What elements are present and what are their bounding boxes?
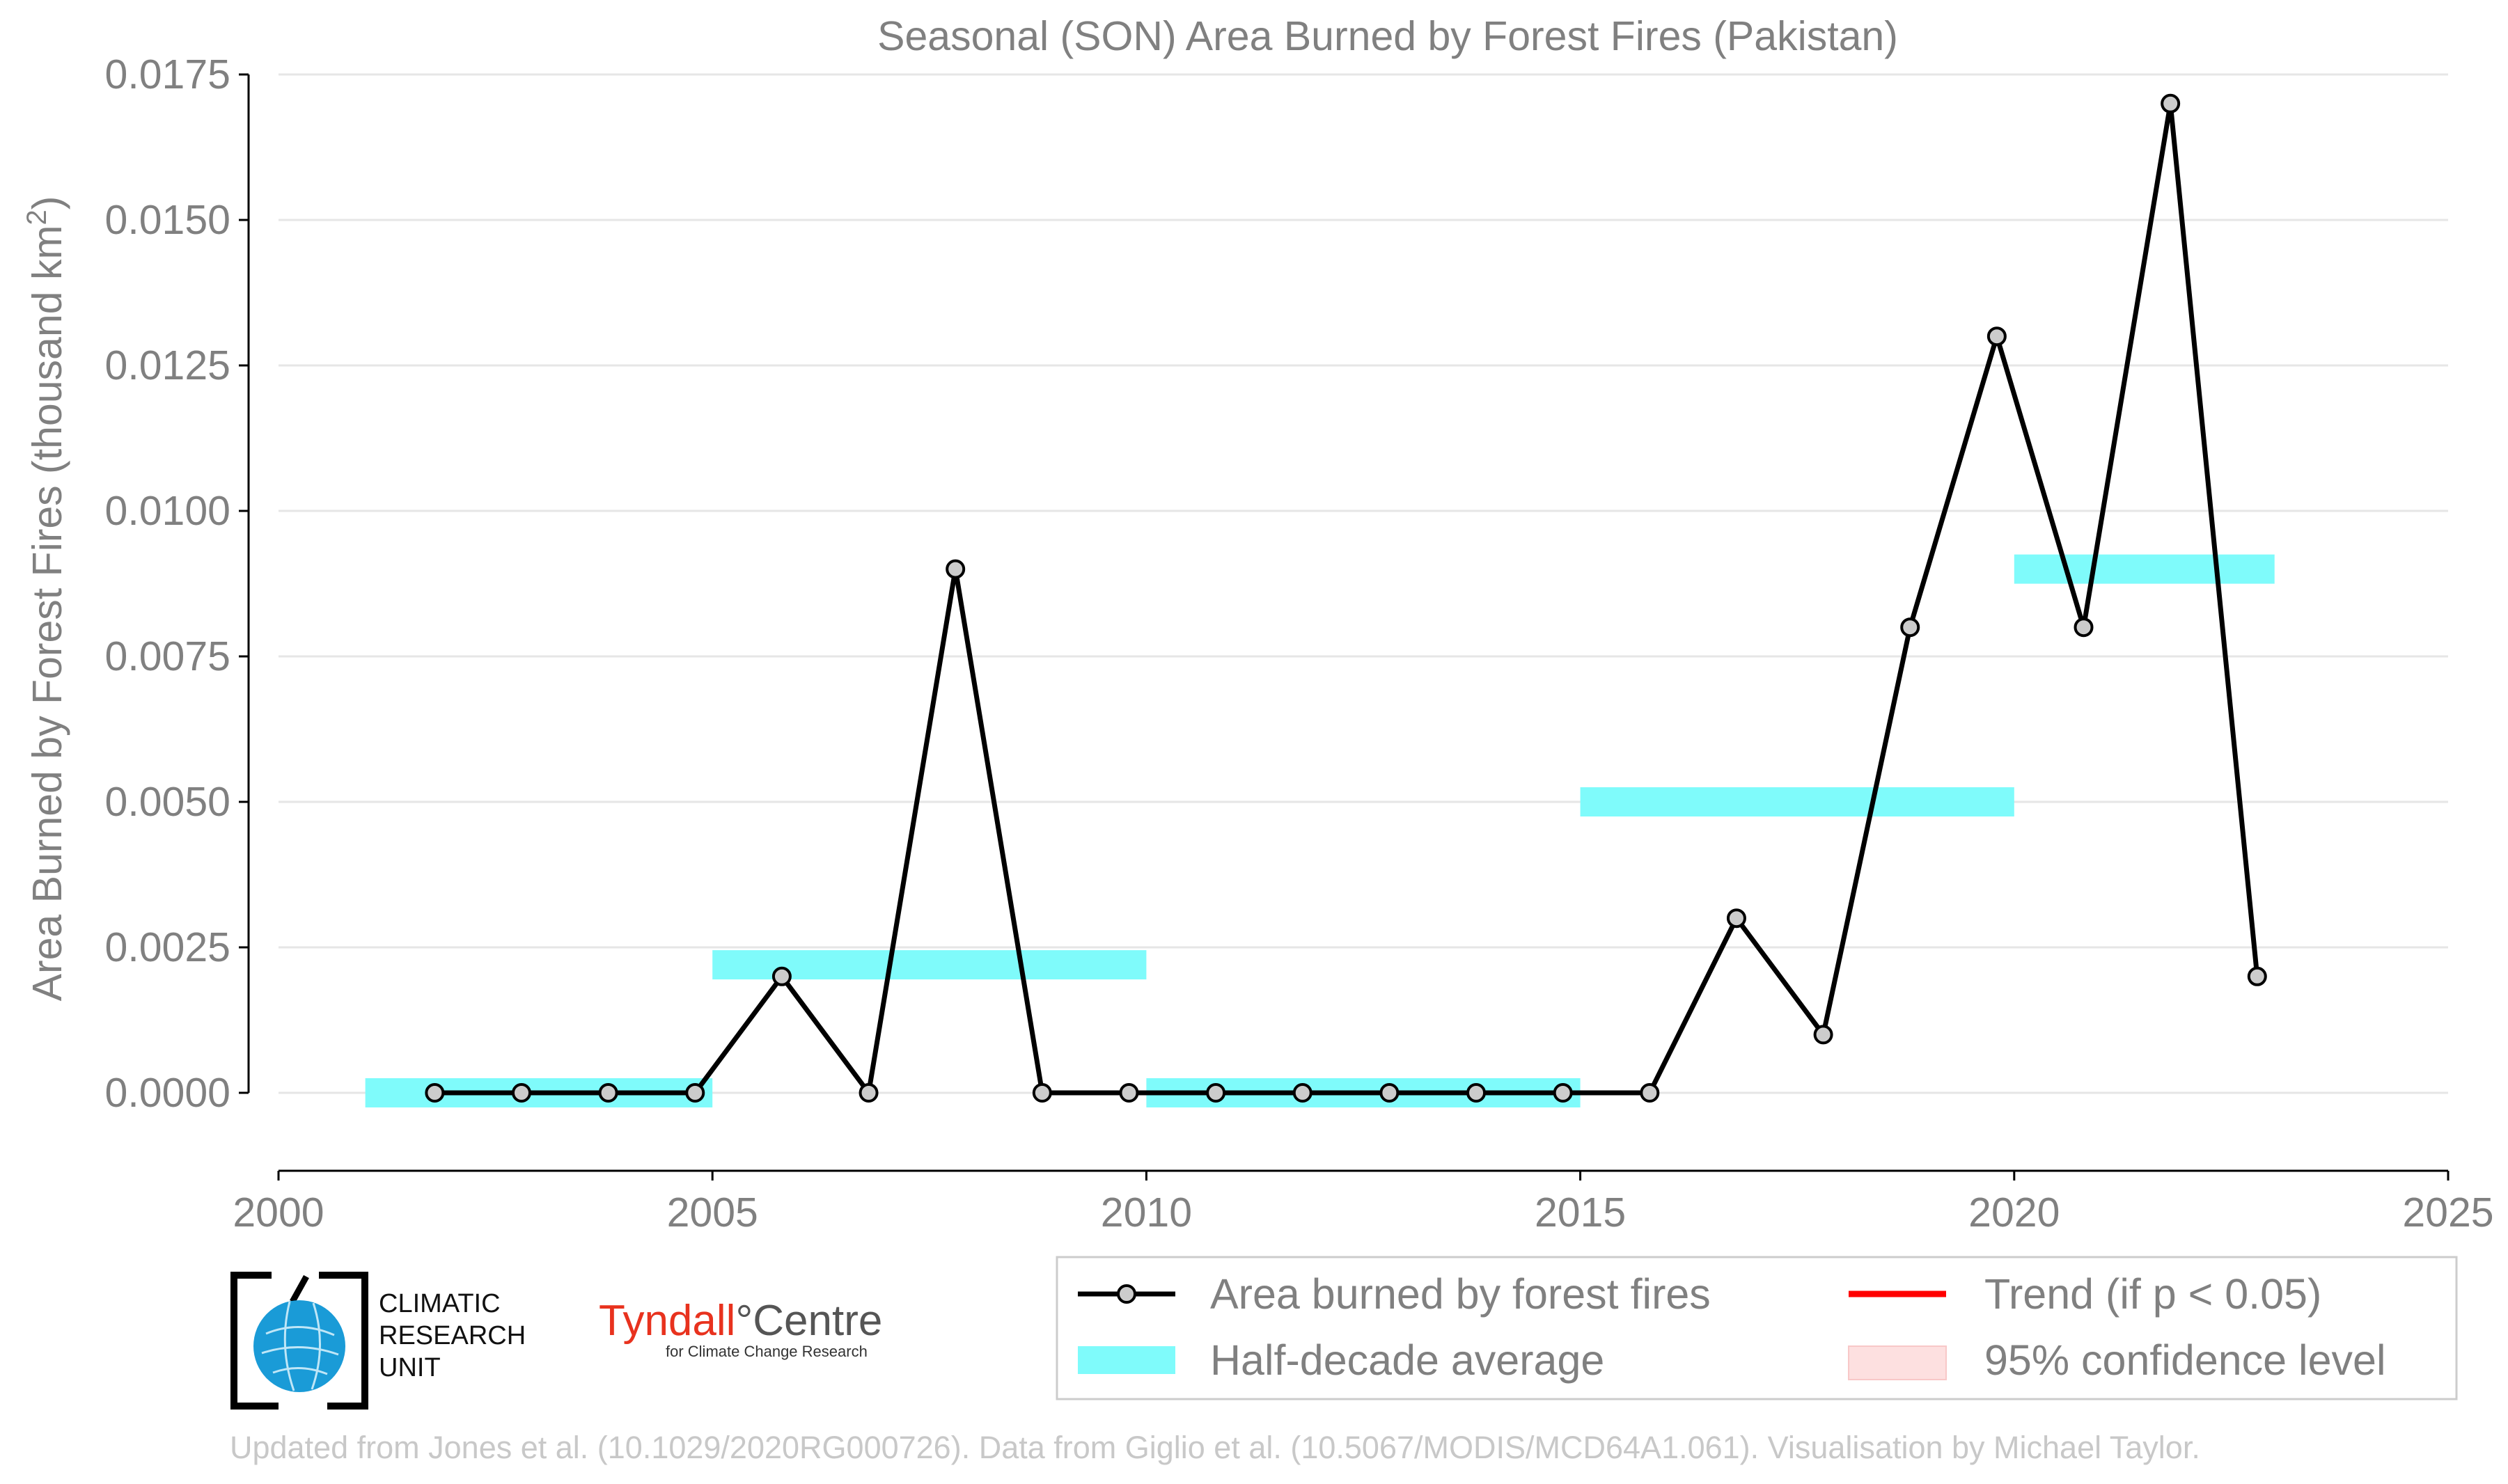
data-point (1379, 1083, 1400, 1103)
data-point (946, 559, 966, 579)
data-point (1466, 1083, 1487, 1103)
cru-logo-text: CLIMATIC RESEARCH UNIT (379, 1288, 526, 1384)
tyndall-name-red: Tyndall (599, 1297, 736, 1345)
cru-logo: CLIMATIC RESEARCH UNIT (230, 1271, 526, 1410)
y-tick-label: 0.0025 (105, 924, 230, 970)
half-decade-average-bars (365, 554, 2275, 1107)
x-tick-label: 2000 (233, 1190, 324, 1236)
y-tick-label: 0.0125 (105, 342, 230, 388)
gridlines (279, 73, 2448, 1094)
legend-swatch-half-decade (1078, 1346, 1175, 1374)
legend-label-trend: Trend (if p < 0.05) (1984, 1270, 2321, 1318)
series-line-area-burned (434, 103, 2260, 1099)
y-tick-label: 0.0050 (105, 779, 230, 825)
data-point (771, 966, 792, 986)
data-point (1986, 326, 2007, 347)
tyndall-name-grey: Centre (753, 1297, 883, 1345)
x-tick-label: 2020 (1968, 1190, 2060, 1236)
data-point (1032, 1083, 1052, 1103)
tyndall-logo: Tyndall°Centre for Climate Change Resear… (599, 1296, 882, 1361)
cru-globe-icon (230, 1272, 368, 1410)
y-tick-label: 0.0000 (105, 1070, 230, 1116)
data-point (685, 1083, 705, 1103)
y-tick-label: 0.0175 (105, 52, 230, 97)
x-tick-label: 2015 (1535, 1190, 1626, 1236)
x-tick-label: 2005 (667, 1190, 758, 1236)
data-point (1292, 1083, 1312, 1103)
x-tick-label: 2010 (1101, 1190, 1192, 1236)
data-point (1726, 908, 1746, 929)
cru-line-3: UNIT (379, 1353, 441, 1382)
legend-label-confidence: 95% confidence level (1984, 1336, 2386, 1384)
half-decade-average-bar (2014, 554, 2275, 584)
y-tick-label: 0.0075 (105, 633, 230, 679)
y-tick-label: 0.0150 (105, 197, 230, 243)
data-point (2247, 966, 2267, 986)
data-point (1640, 1083, 1660, 1103)
data-point (1206, 1083, 1226, 1103)
axes: 0.0000 0.0025 0.0050 0.0075 0.0100 0.0125 0.01… (105, 52, 2494, 1236)
series-area-burned (434, 103, 2260, 1099)
tyndall-logo-name: Tyndall°Centre (599, 1296, 882, 1345)
cru-line-1: CLIMATIC (379, 1289, 501, 1318)
data-point (859, 1083, 879, 1103)
legend-swatch-confidence (1848, 1345, 1947, 1380)
data-point (1813, 1025, 1833, 1045)
data-point (425, 1083, 445, 1103)
legend-label-half-decade: Half-decade average (1210, 1336, 1604, 1384)
data-point (2074, 617, 2094, 638)
legend-swatch-area-burned-marker (1117, 1284, 1136, 1304)
tyndall-degree: ° (735, 1297, 753, 1345)
data-point (598, 1083, 618, 1103)
y-axis-label: Area Burned by Forest Fires (thousand km… (22, 196, 70, 1002)
data-point (1119, 1083, 1139, 1103)
data-point (1900, 617, 1920, 638)
legend: Area burned by forest fires Trend (if p … (1056, 1256, 2458, 1400)
credit-line: Updated from Jones et al. (10.1029/2020R… (230, 1430, 2200, 1465)
data-point (1553, 1083, 1573, 1103)
chart-title: Seasonal (SON) Area Burned by Forest Fir… (877, 13, 1898, 59)
cru-line-2: RESEARCH (379, 1321, 526, 1350)
legend-frame (1056, 1256, 2458, 1400)
tyndall-subtitle: for Climate Change Research (666, 1343, 868, 1360)
data-point (511, 1083, 531, 1103)
x-tick-label: 2025 (2402, 1190, 2493, 1236)
series-markers (425, 93, 2267, 1103)
y-tick-label: 0.0100 (105, 488, 230, 534)
half-decade-average-bar (1580, 787, 2014, 816)
data-point (2161, 93, 2181, 113)
legend-label-area-burned: Area burned by forest fires (1210, 1270, 1711, 1318)
